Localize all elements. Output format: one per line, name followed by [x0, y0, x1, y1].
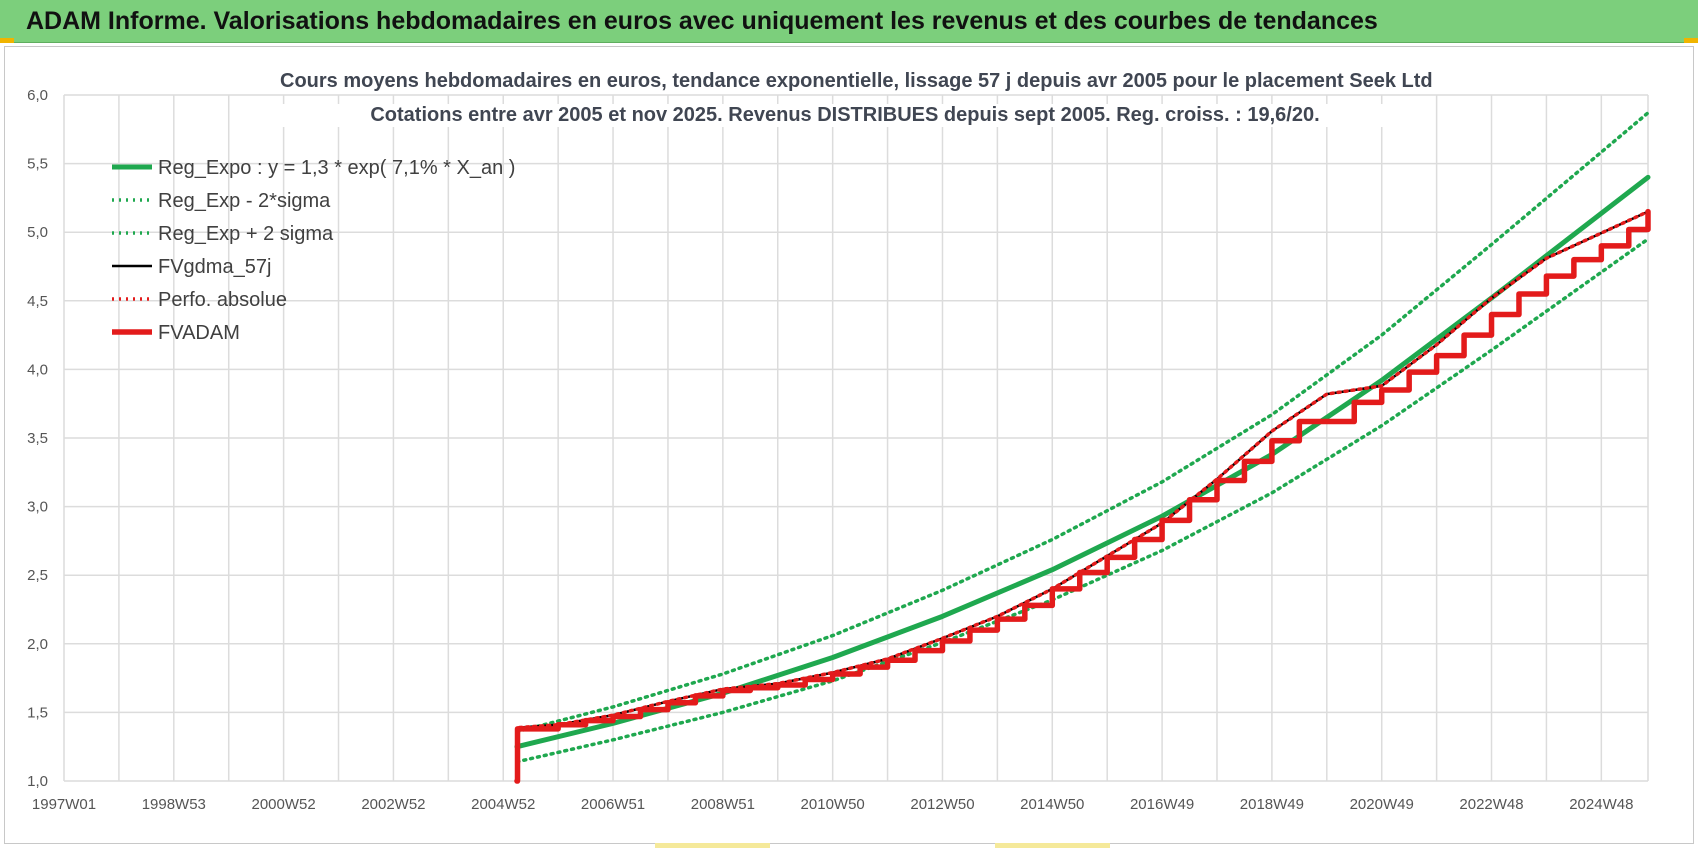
legend-label-1: Reg_Exp - 2*sigma [158, 190, 331, 212]
y-tick-label: 1,0 [27, 773, 48, 790]
x-tick-label: 2022W48 [1459, 796, 1523, 813]
x-tick-label: 2010W50 [801, 796, 865, 813]
x-tick-label: 2018W49 [1240, 796, 1304, 813]
y-tick-label: 4,0 [27, 361, 48, 378]
legend: Reg_Expo : y = 1,3 * exp( 7,1% * X_an ) R… [112, 157, 515, 344]
corner-marker-right [1684, 38, 1698, 43]
series-line-5 [514, 208, 1651, 784]
legend-label-4: Perfo. absolue [158, 289, 287, 311]
chart-title-line-1: Cours moyens hebdomadaires en euros, ten… [280, 70, 1433, 93]
legend-label-2: Reg_Exp + 2 sigma [158, 223, 334, 245]
y-tick-label: 4,5 [27, 293, 48, 310]
x-tick-label: 2006W51 [581, 796, 645, 813]
series-line-3 [518, 210, 1650, 729]
x-tick-label: 2014W50 [1020, 796, 1084, 813]
y-tick-label: 2,0 [27, 636, 48, 653]
x-tick-label: 2002W52 [361, 796, 425, 813]
legend-label-3: FVgdma_57j [158, 256, 271, 278]
x-tick-label: 2016W49 [1130, 796, 1194, 813]
x-tick-label: 2004W52 [471, 796, 535, 813]
series-line-2 [515, 111, 1650, 734]
series-line-4 [517, 209, 1650, 730]
banner-title: ADAM Informe. Valorisations hebdomadaire… [26, 7, 1378, 35]
legend-label-5: FVADAM [158, 322, 240, 344]
y-tick-label: 1,5 [27, 704, 48, 721]
x-tick-label: 2020W49 [1350, 796, 1414, 813]
y-tick-label: 5,0 [27, 224, 48, 241]
x-tick-label: 2012W50 [910, 796, 974, 813]
chart-title-line-2: Cotations entre avr 2005 et nov 2025. Re… [280, 104, 1410, 127]
x-tick-label: 1998W53 [142, 796, 206, 813]
sheet-tab-marker [995, 843, 1110, 848]
series-line-0 [514, 174, 1651, 750]
x-tick-label: 2024W48 [1569, 796, 1633, 813]
legend-label-0: Reg_Expo : y = 1,3 * exp( 7,1% * X_an ) [158, 157, 515, 179]
x-tick-label: 2008W51 [691, 796, 755, 813]
title-banner: ADAM Informe. Valorisations hebdomadaire… [0, 0, 1698, 43]
y-tick-label: 6,0 [27, 87, 48, 104]
sheet-tab-marker [655, 843, 770, 848]
chart-frame [4, 46, 1694, 844]
y-tick-label: 2,5 [27, 567, 48, 584]
grid-layer [63, 94, 1649, 782]
series-layer [514, 111, 1651, 784]
y-tick-label: 5,5 [27, 156, 48, 173]
y-tick-label: 3,0 [27, 499, 48, 516]
x-tick-label: 2000W52 [252, 796, 316, 813]
y-tick-label: 3,5 [27, 430, 48, 447]
corner-marker-left [0, 38, 14, 43]
x-tick-label: 1997W01 [32, 796, 96, 813]
axis-layer: 1,0 1,5 2,0 2,5 3,0 3,5 4,0 4,5 5,0 5,5 6,0 1997W01… [27, 87, 1633, 813]
